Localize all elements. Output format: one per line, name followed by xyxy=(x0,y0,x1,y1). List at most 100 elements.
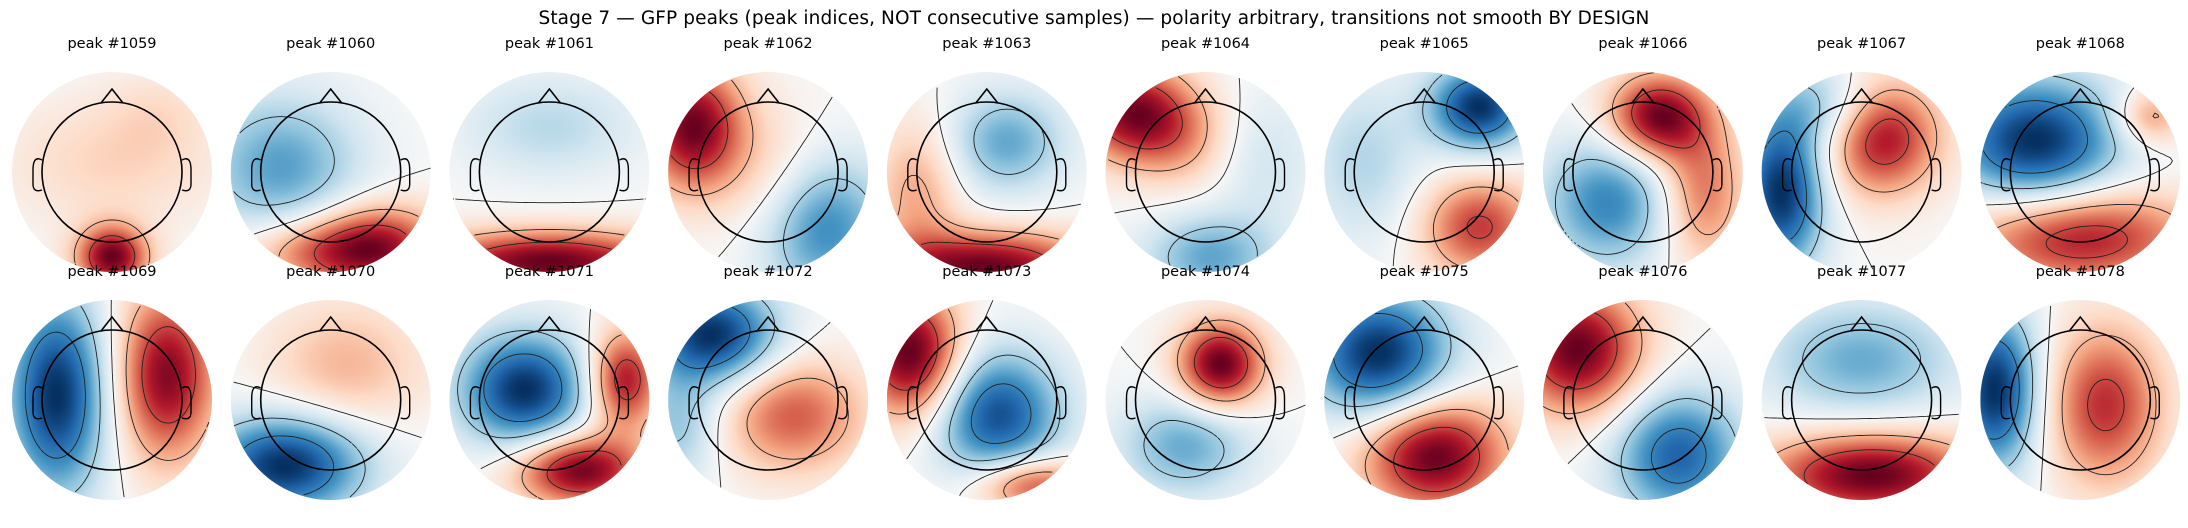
topomap-panel: peak #1070 xyxy=(230,264,431,500)
right-ear-outline xyxy=(400,158,411,192)
topomap-panel: peak #1062 xyxy=(668,36,869,272)
right-ear-outline xyxy=(181,158,192,192)
right-ear-outline xyxy=(1931,158,1942,192)
topomap-field xyxy=(1542,300,1743,500)
topomap-field xyxy=(1980,72,2181,272)
topomap-panel: peak #1077 xyxy=(1761,264,1962,500)
topomap-field xyxy=(1542,72,1743,272)
topomap-panel: peak #1061 xyxy=(449,36,650,272)
nose-outline xyxy=(100,87,124,104)
left-ear-outline xyxy=(251,158,262,192)
left-ear-outline xyxy=(688,158,699,192)
right-ear-outline xyxy=(400,386,411,420)
panel-title: peak #1076 xyxy=(1598,264,1687,280)
topomap-panel: peak #1071 xyxy=(449,264,650,500)
head-outline xyxy=(1134,329,1277,471)
head-outline xyxy=(41,329,183,471)
topomap-field xyxy=(12,300,212,500)
panel-title: peak #1072 xyxy=(724,264,813,280)
left-ear-outline xyxy=(469,386,480,420)
nose-outline xyxy=(537,315,562,332)
nose-outline xyxy=(2068,87,2092,104)
topomap-field xyxy=(1761,300,1962,500)
panel-title: peak #1075 xyxy=(1380,264,1469,280)
nose-outline xyxy=(1412,315,1436,332)
head-outline xyxy=(1134,101,1277,243)
panel-title: peak #1068 xyxy=(2036,36,2125,52)
topomap-panel: peak #1069 xyxy=(12,264,212,500)
head-outline xyxy=(1572,101,1714,243)
contour-lines xyxy=(1764,323,1959,485)
nose-outline xyxy=(319,315,343,332)
nose-outline xyxy=(1193,87,1218,104)
contour-lines xyxy=(886,300,1072,498)
right-ear-outline xyxy=(2149,158,2160,192)
left-ear-outline xyxy=(1563,386,1574,420)
topomap-field xyxy=(1980,300,2181,500)
topomap-panel: peak #1076 xyxy=(1542,264,1743,500)
topomap-panel: peak #1064 xyxy=(1105,36,1306,272)
contour-lines xyxy=(1764,72,1938,270)
head-outline xyxy=(478,329,621,471)
nose-outline xyxy=(975,87,999,104)
left-ear-outline xyxy=(688,386,699,420)
right-ear-outline xyxy=(1493,158,1504,192)
nose-outline xyxy=(1849,87,1874,104)
topomap-field xyxy=(886,72,1087,272)
nose-outline xyxy=(756,87,780,104)
panel-title: peak #1066 xyxy=(1598,36,1687,52)
contour-lines xyxy=(457,309,647,500)
topomap-panel: peak #1068 xyxy=(1980,36,2181,272)
figure-title: Stage 7 — GFP peaks (peak indices, NOT c… xyxy=(538,8,1650,29)
contour-lines xyxy=(1989,305,2157,491)
head-outline xyxy=(1790,101,1933,243)
topomap-field xyxy=(230,300,431,500)
head-outline xyxy=(1353,329,1495,471)
topomap-panel: peak #1066 xyxy=(1542,36,1743,272)
topomap-field xyxy=(12,72,212,272)
topomap-panel: peak #1059 xyxy=(12,36,212,272)
head-outline xyxy=(2009,329,2152,471)
head-outline xyxy=(1572,329,1714,471)
right-ear-outline xyxy=(1712,386,1723,420)
right-ear-outline xyxy=(1712,158,1723,192)
head-outline xyxy=(478,101,621,243)
topomap-panel: peak #1075 xyxy=(1324,264,1525,500)
right-ear-outline xyxy=(837,158,848,192)
panel-title: peak #1071 xyxy=(505,264,594,280)
contour-lines xyxy=(677,300,849,488)
nose-outline xyxy=(537,87,562,104)
topomap-field xyxy=(449,72,650,272)
topomap-panel: peak #1072 xyxy=(668,264,869,500)
contour-lines xyxy=(1108,76,1258,267)
left-ear-outline xyxy=(32,386,43,420)
right-ear-outline xyxy=(619,158,630,192)
topomap-field xyxy=(668,300,869,500)
contour-lines xyxy=(1542,302,1736,500)
head-outline xyxy=(2009,101,2152,243)
topomap-field xyxy=(1324,300,1525,500)
head-outline xyxy=(697,329,839,471)
head-outline xyxy=(259,101,402,243)
contour-lines xyxy=(24,300,210,498)
panel-title: peak #1065 xyxy=(1380,36,1469,52)
left-ear-outline xyxy=(1125,158,1136,192)
right-ear-outline xyxy=(1931,386,1942,420)
nose-outline xyxy=(1631,87,1655,104)
nose-outline xyxy=(975,315,999,332)
right-ear-outline xyxy=(181,386,192,420)
panel-title: peak #1060 xyxy=(286,36,375,52)
head-outline xyxy=(259,329,402,471)
topomap-field xyxy=(1324,72,1525,272)
nose-outline xyxy=(319,87,343,104)
panel-title: peak #1069 xyxy=(67,264,156,280)
panel-title: peak #1059 xyxy=(67,36,156,52)
left-ear-outline xyxy=(1781,386,1792,420)
left-ear-outline xyxy=(2000,386,2011,420)
nose-outline xyxy=(1412,87,1436,104)
contour-lines xyxy=(233,116,431,272)
right-ear-outline xyxy=(837,386,848,420)
right-ear-outline xyxy=(2149,386,2160,420)
panel-title: peak #1070 xyxy=(286,264,375,280)
nose-outline xyxy=(1849,315,1874,332)
